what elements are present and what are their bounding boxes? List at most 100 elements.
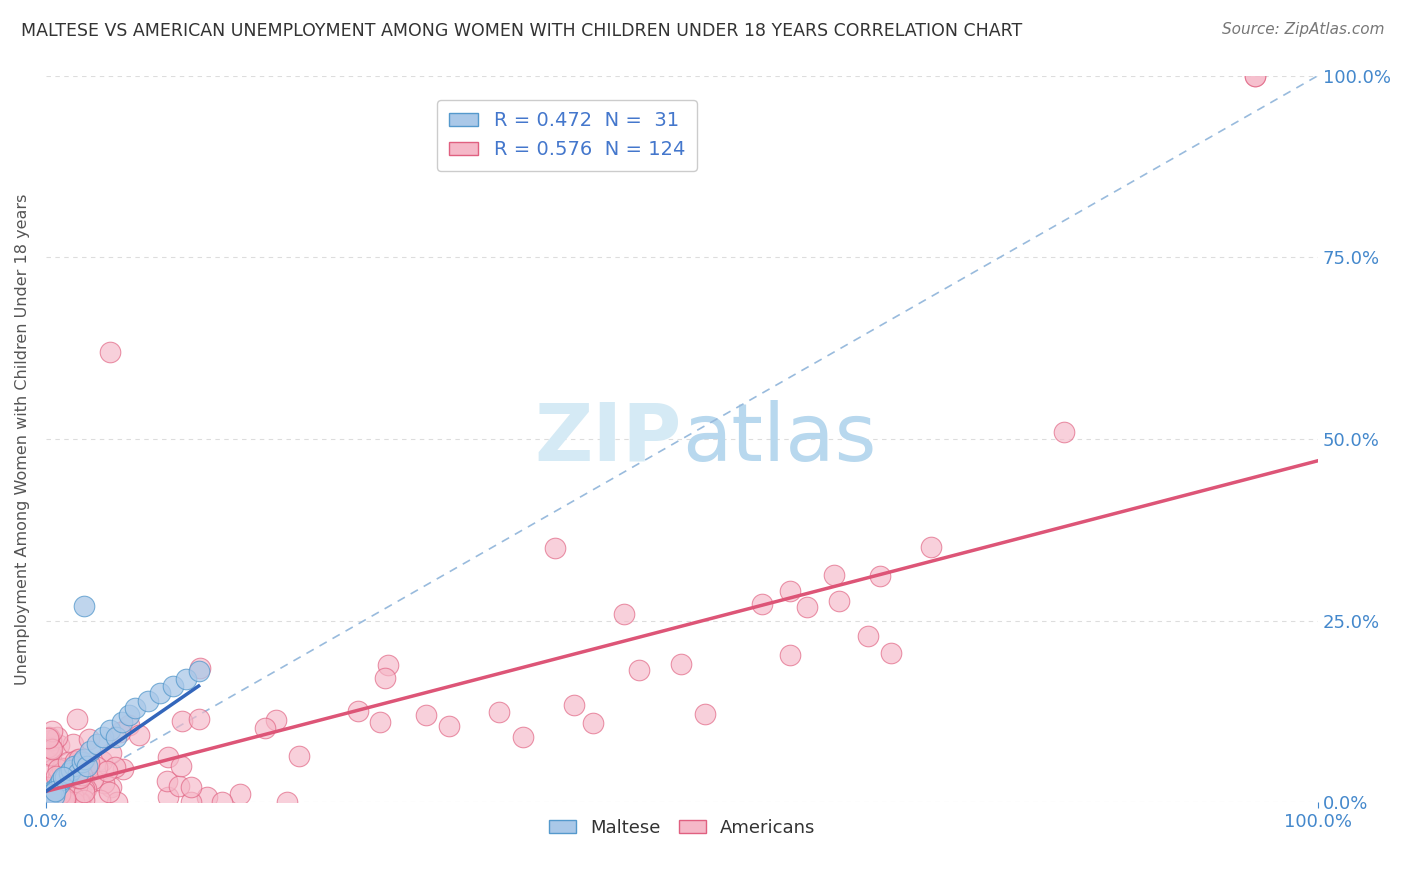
Point	[66, 713, 89, 727]
Point	[779, 648, 801, 662]
Point	[437, 719, 460, 733]
Point	[46, 730, 69, 744]
Point	[48, 787, 70, 801]
Point	[45, 795, 67, 809]
Point	[82, 772, 104, 786]
Y-axis label: Unemployment Among Women with Children Under 18 years: Unemployment Among Women with Children U…	[15, 194, 30, 684]
Point	[37, 791, 59, 805]
Point	[44, 784, 66, 798]
Point	[211, 795, 233, 809]
Point	[51, 773, 73, 788]
Point	[59, 790, 82, 805]
Point	[370, 715, 392, 730]
Point	[276, 795, 298, 809]
Point	[264, 713, 287, 727]
Point	[79, 744, 101, 758]
Point	[100, 780, 122, 795]
Point	[111, 715, 134, 730]
Point	[229, 787, 252, 801]
Point	[180, 780, 202, 794]
Point	[67, 772, 90, 786]
Point	[56, 782, 79, 797]
Point	[53, 791, 76, 805]
Point	[42, 789, 65, 804]
Point	[38, 748, 60, 763]
Text: ZIP: ZIP	[534, 400, 682, 478]
Point	[58, 789, 80, 803]
Point	[37, 780, 59, 794]
Point	[73, 599, 96, 613]
Point	[562, 698, 585, 712]
Point	[39, 787, 62, 801]
Point	[72, 793, 94, 807]
Point	[45, 769, 67, 783]
Text: MALTESE VS AMERICAN UNEMPLOYMENT AMONG WOMEN WITH CHILDREN UNDER 18 YEARS CORREL: MALTESE VS AMERICAN UNEMPLOYMENT AMONG W…	[21, 22, 1022, 40]
Point	[1243, 69, 1265, 83]
Point	[65, 782, 87, 797]
Point	[62, 789, 84, 803]
Point	[60, 763, 83, 777]
Point	[86, 737, 108, 751]
Point	[39, 780, 62, 795]
Point	[169, 779, 191, 793]
Point	[70, 780, 93, 794]
Point	[69, 752, 91, 766]
Point	[45, 780, 67, 795]
Point	[98, 344, 121, 359]
Point	[66, 766, 89, 780]
Point	[188, 661, 211, 675]
Point	[512, 730, 534, 744]
Point	[70, 795, 93, 809]
Point	[105, 795, 128, 809]
Point	[59, 785, 82, 799]
Point	[70, 768, 93, 782]
Point	[75, 762, 97, 776]
Point	[97, 785, 120, 799]
Point	[98, 723, 121, 737]
Point	[288, 749, 311, 764]
Point	[488, 706, 510, 720]
Point	[69, 795, 91, 809]
Point	[100, 746, 122, 760]
Point	[128, 728, 150, 742]
Point	[77, 756, 100, 770]
Point	[46, 770, 69, 784]
Point	[110, 725, 132, 739]
Point	[91, 730, 114, 744]
Point	[38, 788, 60, 802]
Point	[52, 795, 75, 809]
Point	[157, 790, 180, 805]
Point	[48, 738, 70, 752]
Point	[155, 774, 177, 789]
Legend: Maltese, Americans: Maltese, Americans	[541, 812, 823, 844]
Point	[73, 782, 96, 797]
Point	[693, 707, 716, 722]
Point	[51, 771, 73, 785]
Point	[46, 790, 69, 805]
Point	[63, 767, 86, 781]
Point	[77, 731, 100, 746]
Point	[613, 607, 636, 621]
Point	[377, 657, 399, 672]
Point	[73, 785, 96, 799]
Point	[51, 761, 73, 775]
Point	[162, 679, 184, 693]
Point	[53, 761, 76, 775]
Point	[669, 657, 692, 672]
Point	[58, 781, 80, 796]
Point	[73, 752, 96, 766]
Point	[39, 740, 62, 755]
Point	[69, 772, 91, 786]
Point	[104, 730, 127, 744]
Point	[149, 686, 172, 700]
Point	[39, 733, 62, 747]
Point	[195, 790, 218, 805]
Point	[58, 766, 80, 780]
Point	[118, 708, 141, 723]
Point	[828, 593, 851, 607]
Point	[91, 754, 114, 768]
Point	[75, 782, 97, 797]
Point	[51, 770, 73, 784]
Point	[627, 663, 650, 677]
Point	[52, 772, 75, 787]
